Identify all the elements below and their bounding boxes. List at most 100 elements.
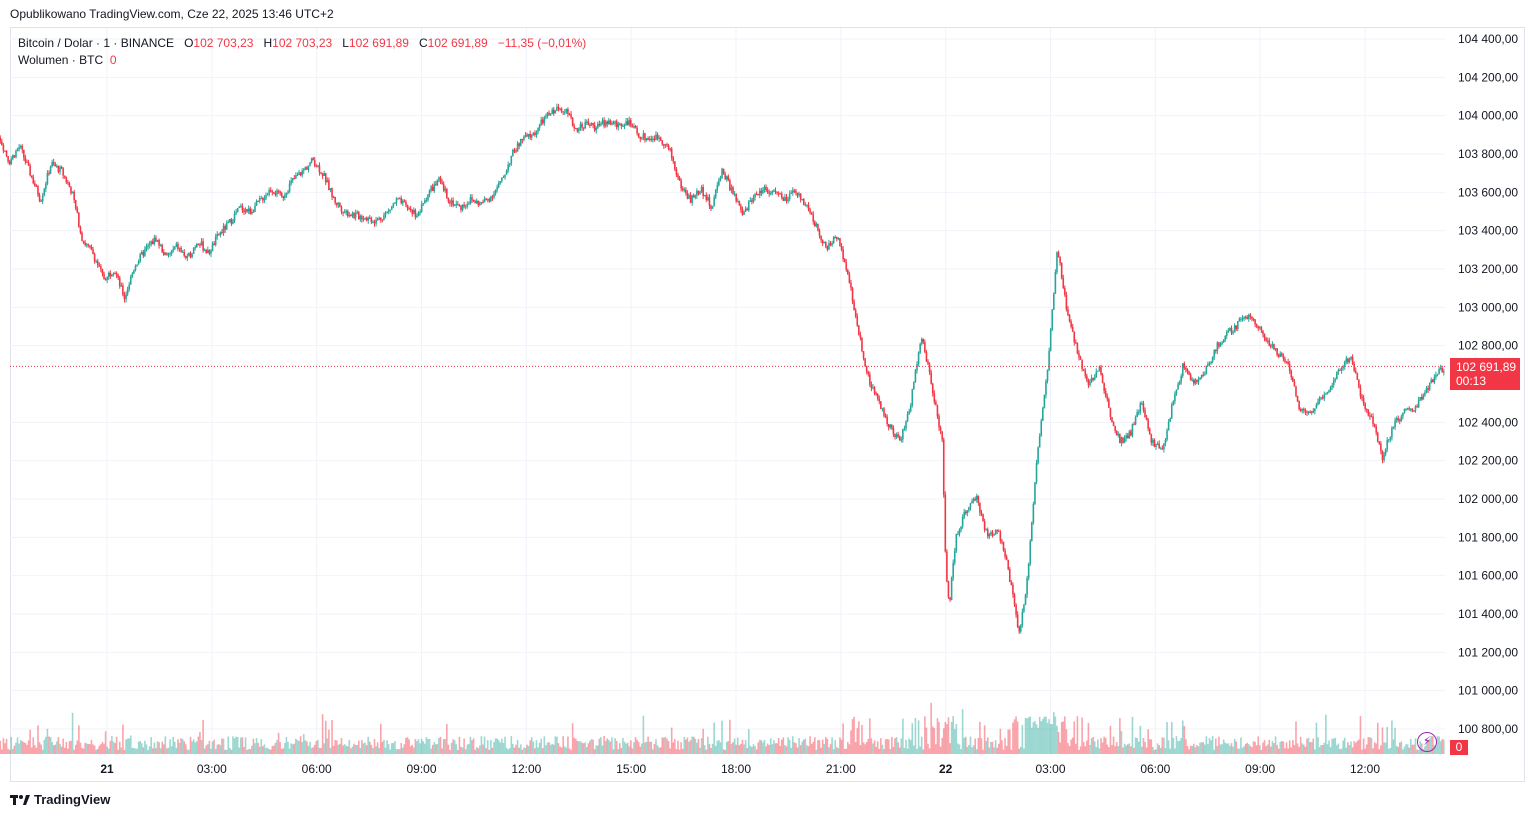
volume-bar	[1029, 716, 1032, 754]
volume-bar	[1073, 721, 1076, 754]
candle-body	[658, 137, 660, 139]
candle-body	[1008, 569, 1011, 583]
candle-body	[1108, 399, 1110, 408]
candle-body	[1441, 367, 1444, 373]
volume-bar	[354, 744, 357, 754]
candle-body	[19, 146, 22, 148]
volume-bar	[73, 749, 75, 754]
candle-body	[1150, 434, 1153, 443]
candle-body	[1427, 388, 1429, 390]
volume-bar	[552, 744, 555, 754]
volume-bar	[409, 746, 412, 754]
candle-body	[1284, 358, 1286, 362]
volume-bar	[240, 737, 242, 754]
candle-body	[930, 372, 932, 384]
y-tick-label: 102 800,00	[1458, 339, 1518, 353]
candle-body	[62, 168, 64, 176]
candle-body	[1139, 403, 1142, 413]
candle-body	[749, 200, 752, 202]
candle-body	[402, 200, 404, 204]
candle-body	[397, 198, 399, 200]
candle-body	[1076, 343, 1079, 354]
volume-bar	[598, 738, 601, 754]
candle-body	[1347, 358, 1349, 363]
lightning-icon[interactable]: ⚡	[1417, 732, 1437, 752]
candle-body	[422, 203, 425, 205]
volume-bar	[1219, 744, 1222, 754]
volume-bar	[395, 749, 398, 754]
volume-bar	[125, 739, 127, 754]
volume-bar	[1034, 721, 1036, 754]
volume-bar	[763, 739, 766, 754]
volume-bar	[446, 723, 448, 754]
volume-bar	[1141, 746, 1143, 754]
volume-bar	[725, 741, 728, 754]
volume-bar	[2, 738, 5, 754]
volume-bar	[1326, 744, 1329, 754]
volume-label[interactable]: Wolumen · BTC	[18, 53, 104, 67]
volume-bar	[556, 736, 558, 754]
volume-bar	[148, 746, 151, 754]
volume-bar	[151, 748, 154, 754]
candle-body	[1329, 387, 1332, 391]
volume-bar	[1038, 716, 1041, 754]
volume-bar	[696, 742, 698, 754]
candle-body	[199, 244, 201, 246]
candle-body	[557, 106, 560, 109]
candle-body	[446, 189, 448, 199]
symbol-label[interactable]: Bitcoin / Dolar · 1 · BINANCE	[18, 36, 175, 50]
volume-bar	[966, 747, 969, 754]
candle-body	[839, 238, 841, 247]
candle-body	[285, 193, 288, 196]
candle-body	[384, 213, 387, 216]
volume-bar	[1131, 716, 1134, 754]
volume-bar	[350, 748, 352, 754]
x-tick-label: 03:00	[197, 762, 227, 776]
volume-bar	[78, 725, 80, 754]
candle-body	[1260, 327, 1263, 331]
candle-body	[894, 434, 896, 438]
candle-body	[939, 427, 942, 432]
volume-bar	[1328, 740, 1330, 754]
candle-body	[218, 234, 220, 236]
volume-bar	[582, 743, 585, 754]
volume-bar	[1372, 748, 1374, 754]
footer-brand[interactable]: TradingView	[10, 792, 110, 807]
candle-body	[1019, 625, 1022, 632]
chart-frame[interactable]	[10, 27, 1525, 782]
volume-bar	[1115, 742, 1118, 754]
volume-bar	[895, 737, 898, 754]
volume-bar	[1144, 742, 1146, 754]
volume-bar	[859, 745, 862, 754]
volume-bar	[1068, 745, 1071, 754]
candle-body	[647, 138, 649, 141]
volume-bar	[1233, 738, 1236, 754]
candle-body	[277, 190, 280, 192]
candle-body	[1078, 353, 1080, 358]
volume-bar	[1133, 747, 1135, 754]
candle-body	[798, 193, 800, 196]
candle-body	[345, 210, 347, 213]
candle-body	[560, 108, 563, 112]
candle-body	[381, 219, 384, 221]
candle-body	[240, 206, 242, 208]
volume-bar	[457, 749, 459, 754]
volume-bar	[60, 746, 63, 754]
candle-body	[342, 211, 344, 213]
candle-body	[1034, 482, 1036, 505]
candle-body	[216, 234, 219, 237]
candle-body	[1387, 439, 1390, 441]
x-tick-label: 09:00	[406, 762, 436, 776]
volume-bar	[854, 742, 857, 754]
volume-bar	[1199, 742, 1201, 754]
candle-body	[1054, 272, 1057, 294]
candle-body	[109, 272, 112, 277]
candle-body	[552, 109, 555, 114]
candle-body	[133, 270, 135, 274]
candle-body	[350, 215, 352, 217]
candle-body	[1126, 435, 1129, 439]
x-axis[interactable]: 21 03:00 06:00 09:00 12:00 15:00 18:00 21:00 22 0…	[100, 762, 1380, 776]
candle-body	[754, 193, 756, 198]
